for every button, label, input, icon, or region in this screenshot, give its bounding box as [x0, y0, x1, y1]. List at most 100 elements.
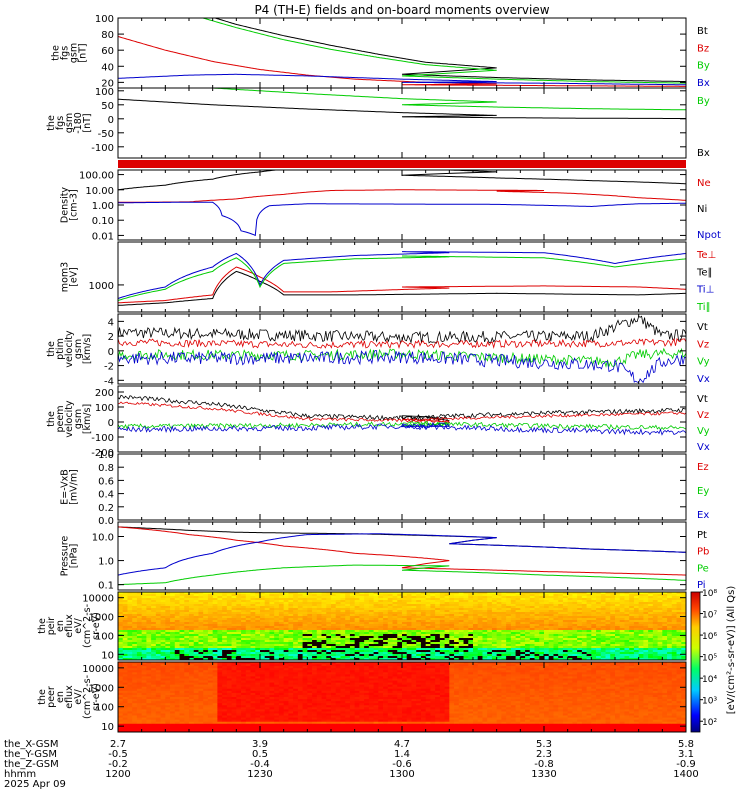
- frame-fgs: [117, 17, 687, 89]
- xrow-value: 0.5: [252, 749, 268, 760]
- legend-fgs_rot-By: By: [697, 96, 710, 107]
- xrow-label: hhmm: [4, 769, 36, 780]
- panel-density: Ne Ni Npot 100.00 10.00 1.00 0.10 0.01 Density[c…: [60, 169, 721, 242]
- ytick-fgs_rot: 50: [101, 101, 114, 112]
- panel-pressure: Pt Pb Pe Pi 10.0 1.0 0.1 Pressure[nPa]: [60, 521, 709, 592]
- ylabel-fgs: gsm: [69, 43, 80, 63]
- ylabel-peir: en: [55, 620, 66, 632]
- legend-ptim-Vx: Vx: [697, 374, 710, 385]
- ylabel-peir: peir: [46, 617, 57, 636]
- ytick-peer: 1000: [89, 683, 114, 694]
- frame-ptim: [117, 313, 687, 385]
- series-peem-Vx: [118, 421, 686, 436]
- xrow-value: 2.3: [536, 749, 552, 760]
- heatmap-peer: [118, 662, 686, 732]
- ytick-peem: 100: [95, 403, 114, 414]
- xrow-value: -0.6: [392, 759, 412, 770]
- ylabel-peem: velocity: [64, 400, 75, 438]
- ylabel-peer: eflux: [64, 685, 75, 709]
- xrow-value: -0.2: [108, 759, 128, 770]
- colorbar-tick: 10³: [702, 697, 717, 707]
- ytick-efield: 0.4: [98, 490, 114, 501]
- ytick-fgs: 80: [101, 30, 114, 41]
- legend-peem-Vt: Vt: [697, 394, 708, 405]
- legend-fgs-Bz: Bz: [697, 43, 709, 54]
- ytick-density: 1.00: [92, 201, 114, 212]
- ytick-fgs_rot: -100: [91, 143, 114, 154]
- series-moms-Ti⊥: [118, 251, 686, 299]
- legend-moms-Te⊥: Te⊥: [696, 250, 716, 261]
- xrow-value: 5.3: [536, 739, 552, 750]
- series-moms-Te⊥: [118, 266, 686, 304]
- legend-fgs-Bt: Bt: [697, 26, 708, 37]
- ytick-efield: 0.8: [98, 463, 114, 474]
- ytick-peir: 1000: [89, 613, 114, 624]
- legend-moms-Te∥: Te∥: [696, 267, 713, 278]
- ylabel-peer: peer: [46, 686, 57, 708]
- ytick-density: 0.01: [92, 231, 114, 242]
- ylabel-moms: mom3: [60, 262, 71, 292]
- x-axis-labels: the_X-GSM 2.7 3.9 4.7 5.3 5.8 the_Y-GSM -0.5 0.5…: [4, 739, 699, 790]
- legend-pressure-Pt: Pt: [697, 530, 707, 541]
- ytick-efield: 0.0: [98, 516, 114, 527]
- series-ptim-Vt: [118, 315, 686, 345]
- ylabel-fgs: fgs: [60, 46, 71, 60]
- quality-flag-bar: [118, 160, 686, 168]
- ytick-density: 0.10: [92, 216, 114, 227]
- colorbar-tick: 10²: [702, 718, 717, 728]
- ylabel-fgs: the: [51, 45, 62, 61]
- ytick-fgs: 20: [101, 78, 114, 89]
- series-ptim-Vz: [118, 337, 686, 349]
- ylabel-density: Density: [60, 187, 71, 223]
- ylabel-peir: (cm^2-s-: [82, 604, 93, 648]
- ylabel-moms: [eV]: [69, 267, 80, 287]
- colorbar-tick: 10⁷: [702, 611, 717, 621]
- ytick-fgs: 100: [95, 14, 114, 25]
- frame-moms: [117, 241, 687, 313]
- ylabel-peer: sr-eV): [91, 683, 102, 711]
- xrow-value: -0.5: [108, 749, 128, 760]
- heatmap-peir: [118, 592, 686, 660]
- ytick-efield: 0.2: [98, 503, 114, 514]
- xrow-value: 1330: [531, 769, 556, 780]
- ylabel-peer: (cm^2-s-: [82, 675, 93, 719]
- xrow-value: -0.8: [534, 759, 554, 770]
- xrow-value: -0.4: [250, 759, 270, 770]
- ytick-peir: 100: [95, 631, 114, 642]
- xrow-value: 1230: [247, 769, 272, 780]
- ytick-fgs: 40: [101, 62, 114, 73]
- ylabel-fgs: [nT]: [78, 43, 89, 62]
- ylabel-density: [cm-3]: [69, 189, 80, 220]
- ylabel-peir: eflux: [64, 614, 75, 638]
- ytick-peer: 100: [95, 703, 114, 714]
- legend-ptim-Vt: Vt: [697, 322, 708, 333]
- ylabel-ptim: gsm: [73, 339, 84, 359]
- legend-pressure-Pe: Pe: [697, 563, 709, 574]
- ytick-pressure: 1.0: [98, 557, 114, 568]
- series-moms-Te∥: [118, 270, 686, 306]
- series-pressure-Pt: [118, 526, 686, 561]
- legend-density-Ni: Ni: [697, 204, 707, 215]
- legend-moms-Ti∥: Ti∥: [696, 302, 711, 313]
- panel-peem: Vt Vz Vy Vx 200 100 0 -100 -200 thepeemvelocitygs…: [46, 385, 710, 459]
- ytick-peir: 10: [101, 650, 114, 661]
- ylabel-pressure: Pressure: [60, 536, 71, 577]
- legend-peem-Vx: Vx: [697, 442, 710, 453]
- series-density-Ne: [118, 189, 686, 203]
- legend-fgs_rot-Bx: Bx: [697, 148, 710, 159]
- series-peem-Vt: [118, 394, 686, 422]
- colorbar-title: [eV/(cm²-s-sr-eV)] (All Qs): [726, 586, 737, 715]
- ylabel-peir: sr-eV): [91, 612, 102, 640]
- ytick-pressure: 10.0: [92, 532, 114, 543]
- legend-ptim-Vy: Vy: [697, 357, 710, 368]
- xrow-label: the_X-GSM: [4, 739, 58, 750]
- ylabel-peem: peem: [55, 406, 66, 433]
- series-fgs-Bx: [118, 73, 686, 88]
- ytick-peem: -100: [91, 433, 114, 444]
- xrow-value: 3.1: [678, 749, 694, 760]
- legend-fgs-By: By: [697, 61, 710, 72]
